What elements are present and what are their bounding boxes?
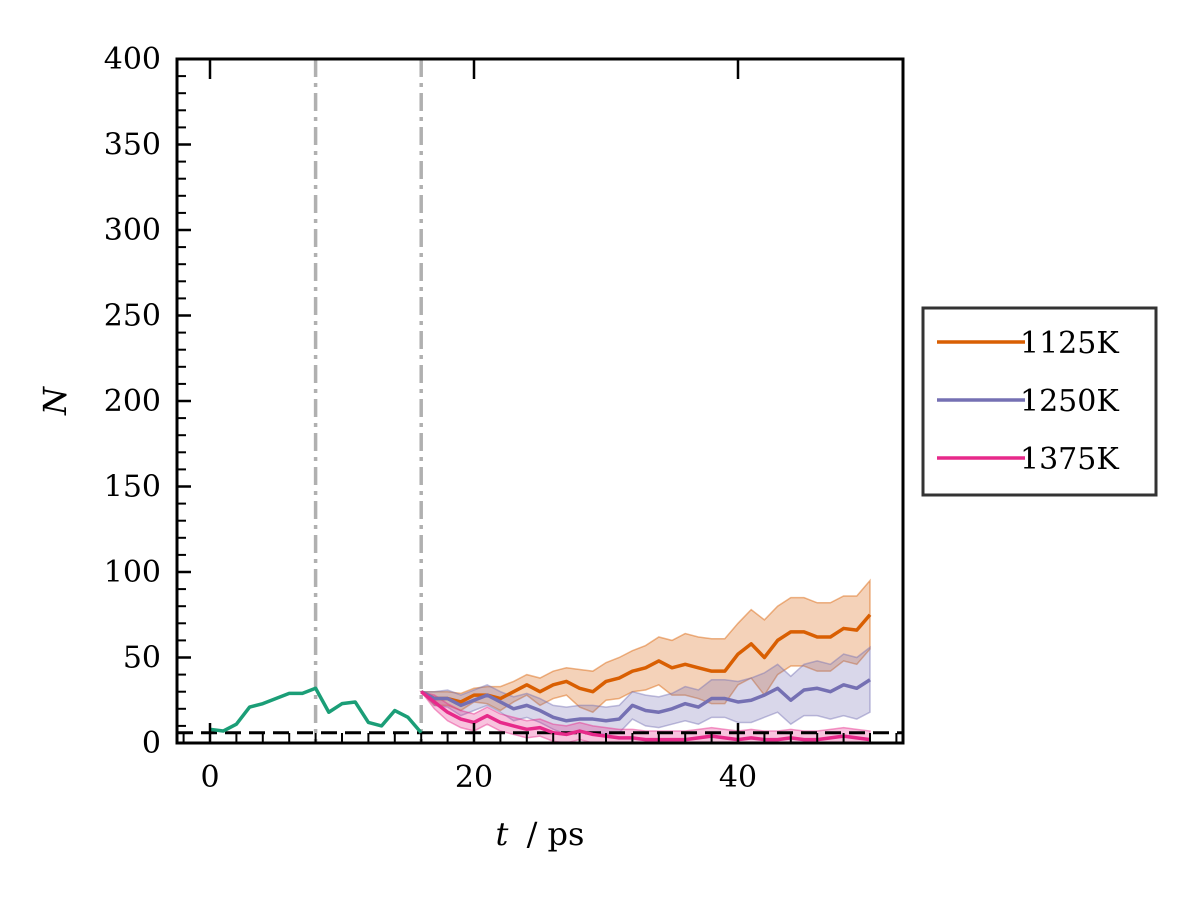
y-tick-label: 0	[142, 726, 161, 761]
x-tick-label: 40	[719, 760, 757, 795]
y-tick-label: 100	[104, 555, 161, 590]
y-tick-label: 200	[104, 384, 161, 419]
legend-label-1125K: 1125K	[1020, 326, 1119, 361]
y-tick-label: 400	[104, 42, 161, 77]
y-tick-label: 350	[104, 128, 161, 163]
initial-series-line	[209, 686, 423, 734]
y-tick-label: 50	[123, 641, 161, 676]
legend-label-1375K: 1375K	[1020, 442, 1119, 477]
confidence-bands	[419, 578, 871, 744]
legend-label-1250K: 1250K	[1020, 384, 1119, 419]
series-line-1250K	[420, 678, 871, 723]
x-tick-label: 20	[455, 760, 493, 795]
series-lines	[209, 613, 872, 742]
legend: 1125K 1250K 1375K	[921, 306, 1158, 497]
series-line-1375K	[420, 690, 871, 742]
x-tick-label: 0	[200, 760, 219, 795]
y-tick-label: 250	[104, 299, 161, 334]
series-line-1125K	[420, 613, 872, 704]
y-axis-label: N	[36, 386, 74, 416]
x-axis-variable: t	[496, 815, 509, 853]
y-tick-label: 150	[104, 470, 161, 505]
reference-lines	[177, 59, 903, 743]
x-axis-label: t / ps	[496, 815, 585, 853]
axis-ticks	[177, 57, 898, 745]
y-tick-label: 300	[104, 213, 161, 248]
x-axis-unit: / ps	[527, 815, 585, 853]
